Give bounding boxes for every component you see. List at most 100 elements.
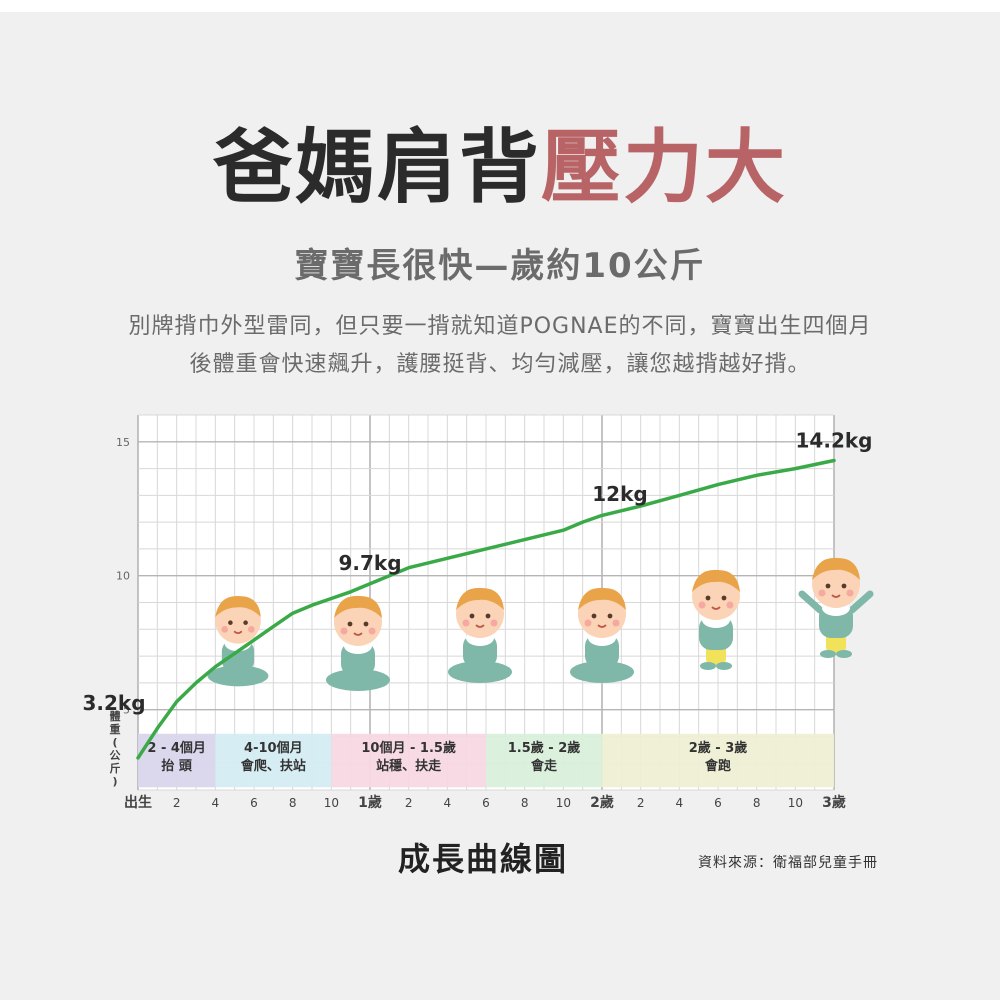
stage-label: 10個月 - 1.5歲 [361,740,456,756]
description-line-2: 後體重會快速飆升，護腰挺背、均勻減壓，讓您越揹越好揹。 [189,352,811,377]
stage-band-bg [215,733,332,788]
y-tick-label: 10 [116,570,130,583]
x-tick-label: 8 [289,796,297,810]
baby-cheek [340,627,348,635]
baby-head [456,590,504,638]
x-tick-label: 出生 [124,794,152,811]
x-tick-label: 6 [482,796,490,810]
baby-hair [812,557,860,580]
stage-activity: 抬 頭 [161,758,193,774]
stage-band-bg [602,733,834,788]
baby-cheek [368,627,376,635]
baby-illustration [692,569,740,670]
baby-eye [243,620,248,625]
baby-illustration [798,557,874,658]
y-axis-label-char: 體 [110,709,121,723]
baby-eye [469,613,475,619]
growth-curve-line [136,458,836,760]
description-line-1: 別牌揹巾外型雷同，但只要一揹就知道POGNAE的不同，寶寶出生四個月 [128,314,872,339]
x-tick-label: 10 [556,796,571,810]
x-tick-label: 8 [753,796,761,810]
x-tick-label: 6 [250,796,258,810]
baby-head [812,560,860,608]
baby-head [215,598,261,644]
data-label: 3.2kg [82,691,145,715]
x-tick-label: 10 [788,796,803,810]
stage-activity: 會跑 [705,758,731,774]
baby-illustration [326,595,390,691]
stage-label: 4-10個月 [244,740,303,756]
baby-hair [334,595,382,618]
baby-eye [485,613,491,619]
baby-hair [692,569,740,592]
top-band [0,0,1000,12]
baby-foot [700,662,716,670]
baby-legs [448,661,512,683]
baby-arm [848,590,874,614]
title-part-dark: 爸媽肩背 [213,121,541,214]
page-title: 爸媽肩背壓力大 [0,128,1000,208]
y-axis-label-char: ( [112,736,117,749]
stage-band-bg [138,733,216,788]
baby-arm [798,590,824,614]
x-tick-label: 8 [521,796,529,810]
baby-eye [347,621,353,627]
baby-cheek [247,626,255,633]
baby-hair [578,587,626,610]
data-label: 9.7kg [338,551,401,575]
stage-activity: 會爬、扶站 [241,758,306,774]
baby-eye [228,620,233,625]
x-tick-label: 4 [444,796,452,810]
data-source-note: 資料來源：衛福部兒童手冊 [698,855,878,871]
baby-cheek [221,626,229,633]
baby-mouth [831,594,841,598]
baby-mouth [233,630,243,634]
title-part-accent: 壓力大 [541,121,787,214]
data-label: 12kg [592,482,647,506]
x-tick-label: 4 [676,796,684,810]
y-axis-label: 體重(公斤) [110,709,121,788]
y-axis-label-char: 公 [110,749,121,762]
x-tick-label: 6 [714,796,722,810]
baby-illustration [570,587,634,683]
x-tick-label: 2 [405,796,413,810]
stage-activity: 站穩、扶走 [376,758,442,774]
baby-mouth [711,606,721,610]
baby-eye [591,613,597,619]
baby-foot [820,650,836,658]
baby-cheek [584,619,592,627]
baby-mouth [353,632,363,636]
baby-cheek [612,619,620,627]
growth-chart: 5 10 15 出生 2 4 6 8 10 1歲 2 4 6 8 10 2歲 2 4 6 8 10 3歲 體重(公斤) 2 -… [82,414,874,811]
x-tick-label: 4 [212,796,220,810]
baby-head [578,590,626,638]
baby-head [692,572,740,620]
baby-eye [841,583,847,589]
baby-cheek [698,601,706,609]
baby-cheek [846,589,854,597]
baby-cheek [818,589,826,597]
baby-mouth [475,624,485,628]
baby-eye [825,583,831,589]
baby-legs [326,669,390,691]
baby-hair [456,587,504,610]
stage-band-bg [486,733,602,788]
baby-foot [836,650,852,658]
x-tick-label: 2歲 [590,794,614,811]
baby-eye [721,595,727,601]
baby-cheek [726,601,734,609]
data-label: 14.2kg [796,429,873,453]
stage-label: 2歲 - 3歲 [689,740,748,756]
baby-foot [716,662,732,670]
y-axis-label-char: 重 [110,722,121,736]
page-subtitle: 寶寶長很快—歲約10公斤 [294,246,706,286]
chart-caption: 成長曲線圖 [398,840,569,878]
x-tick-label: 2 [173,796,181,810]
baby-cheek [490,619,498,627]
baby-illustration [207,595,269,687]
y-axis-label-char: 斤 [110,761,121,775]
description-paragraph: 別牌揹巾外型雷同，但只要一揹就知道POGNAE的不同，寶寶出生四個月 後體重會快… [60,308,940,384]
